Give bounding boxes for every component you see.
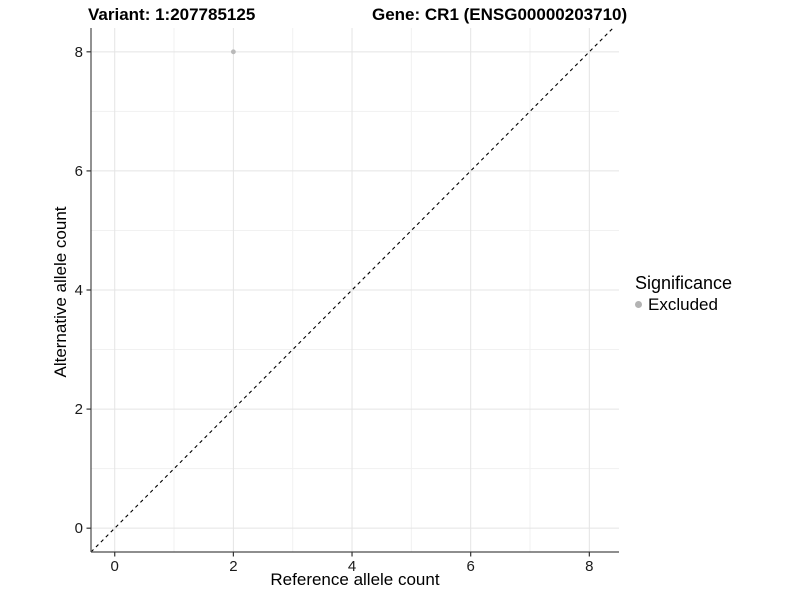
legend-title: Significance <box>635 273 733 293</box>
y-tick-label: 8 <box>75 44 83 61</box>
x-tick-label: 2 <box>229 558 237 575</box>
x-tick-label: 4 <box>348 558 356 575</box>
legend: Significance Excluded <box>635 273 732 315</box>
x-axis-title: Reference allele count <box>270 570 440 589</box>
y-tick-label: 2 <box>75 401 83 418</box>
legend-item-label: Excluded <box>648 295 718 314</box>
plot-title-variant: Variant: 1:207785125 <box>88 5 256 24</box>
x-tick-label: 8 <box>585 558 593 575</box>
x-tick-label: 0 <box>111 558 119 575</box>
x-tick-label: 6 <box>467 558 475 575</box>
y-tick-label: 0 <box>75 520 83 537</box>
legend-point-icon <box>635 301 642 308</box>
data-point <box>230 49 236 55</box>
legend-item-excluded: Excluded <box>635 294 732 315</box>
y-tick-label: 6 <box>75 163 83 180</box>
identity-dashed-line <box>90 27 614 553</box>
y-tick-label: 4 <box>75 282 83 299</box>
y-axis-title: Alternative allele count <box>51 206 70 378</box>
plot-title-gene: Gene: CR1 (ENSG00000203710) <box>372 5 628 24</box>
